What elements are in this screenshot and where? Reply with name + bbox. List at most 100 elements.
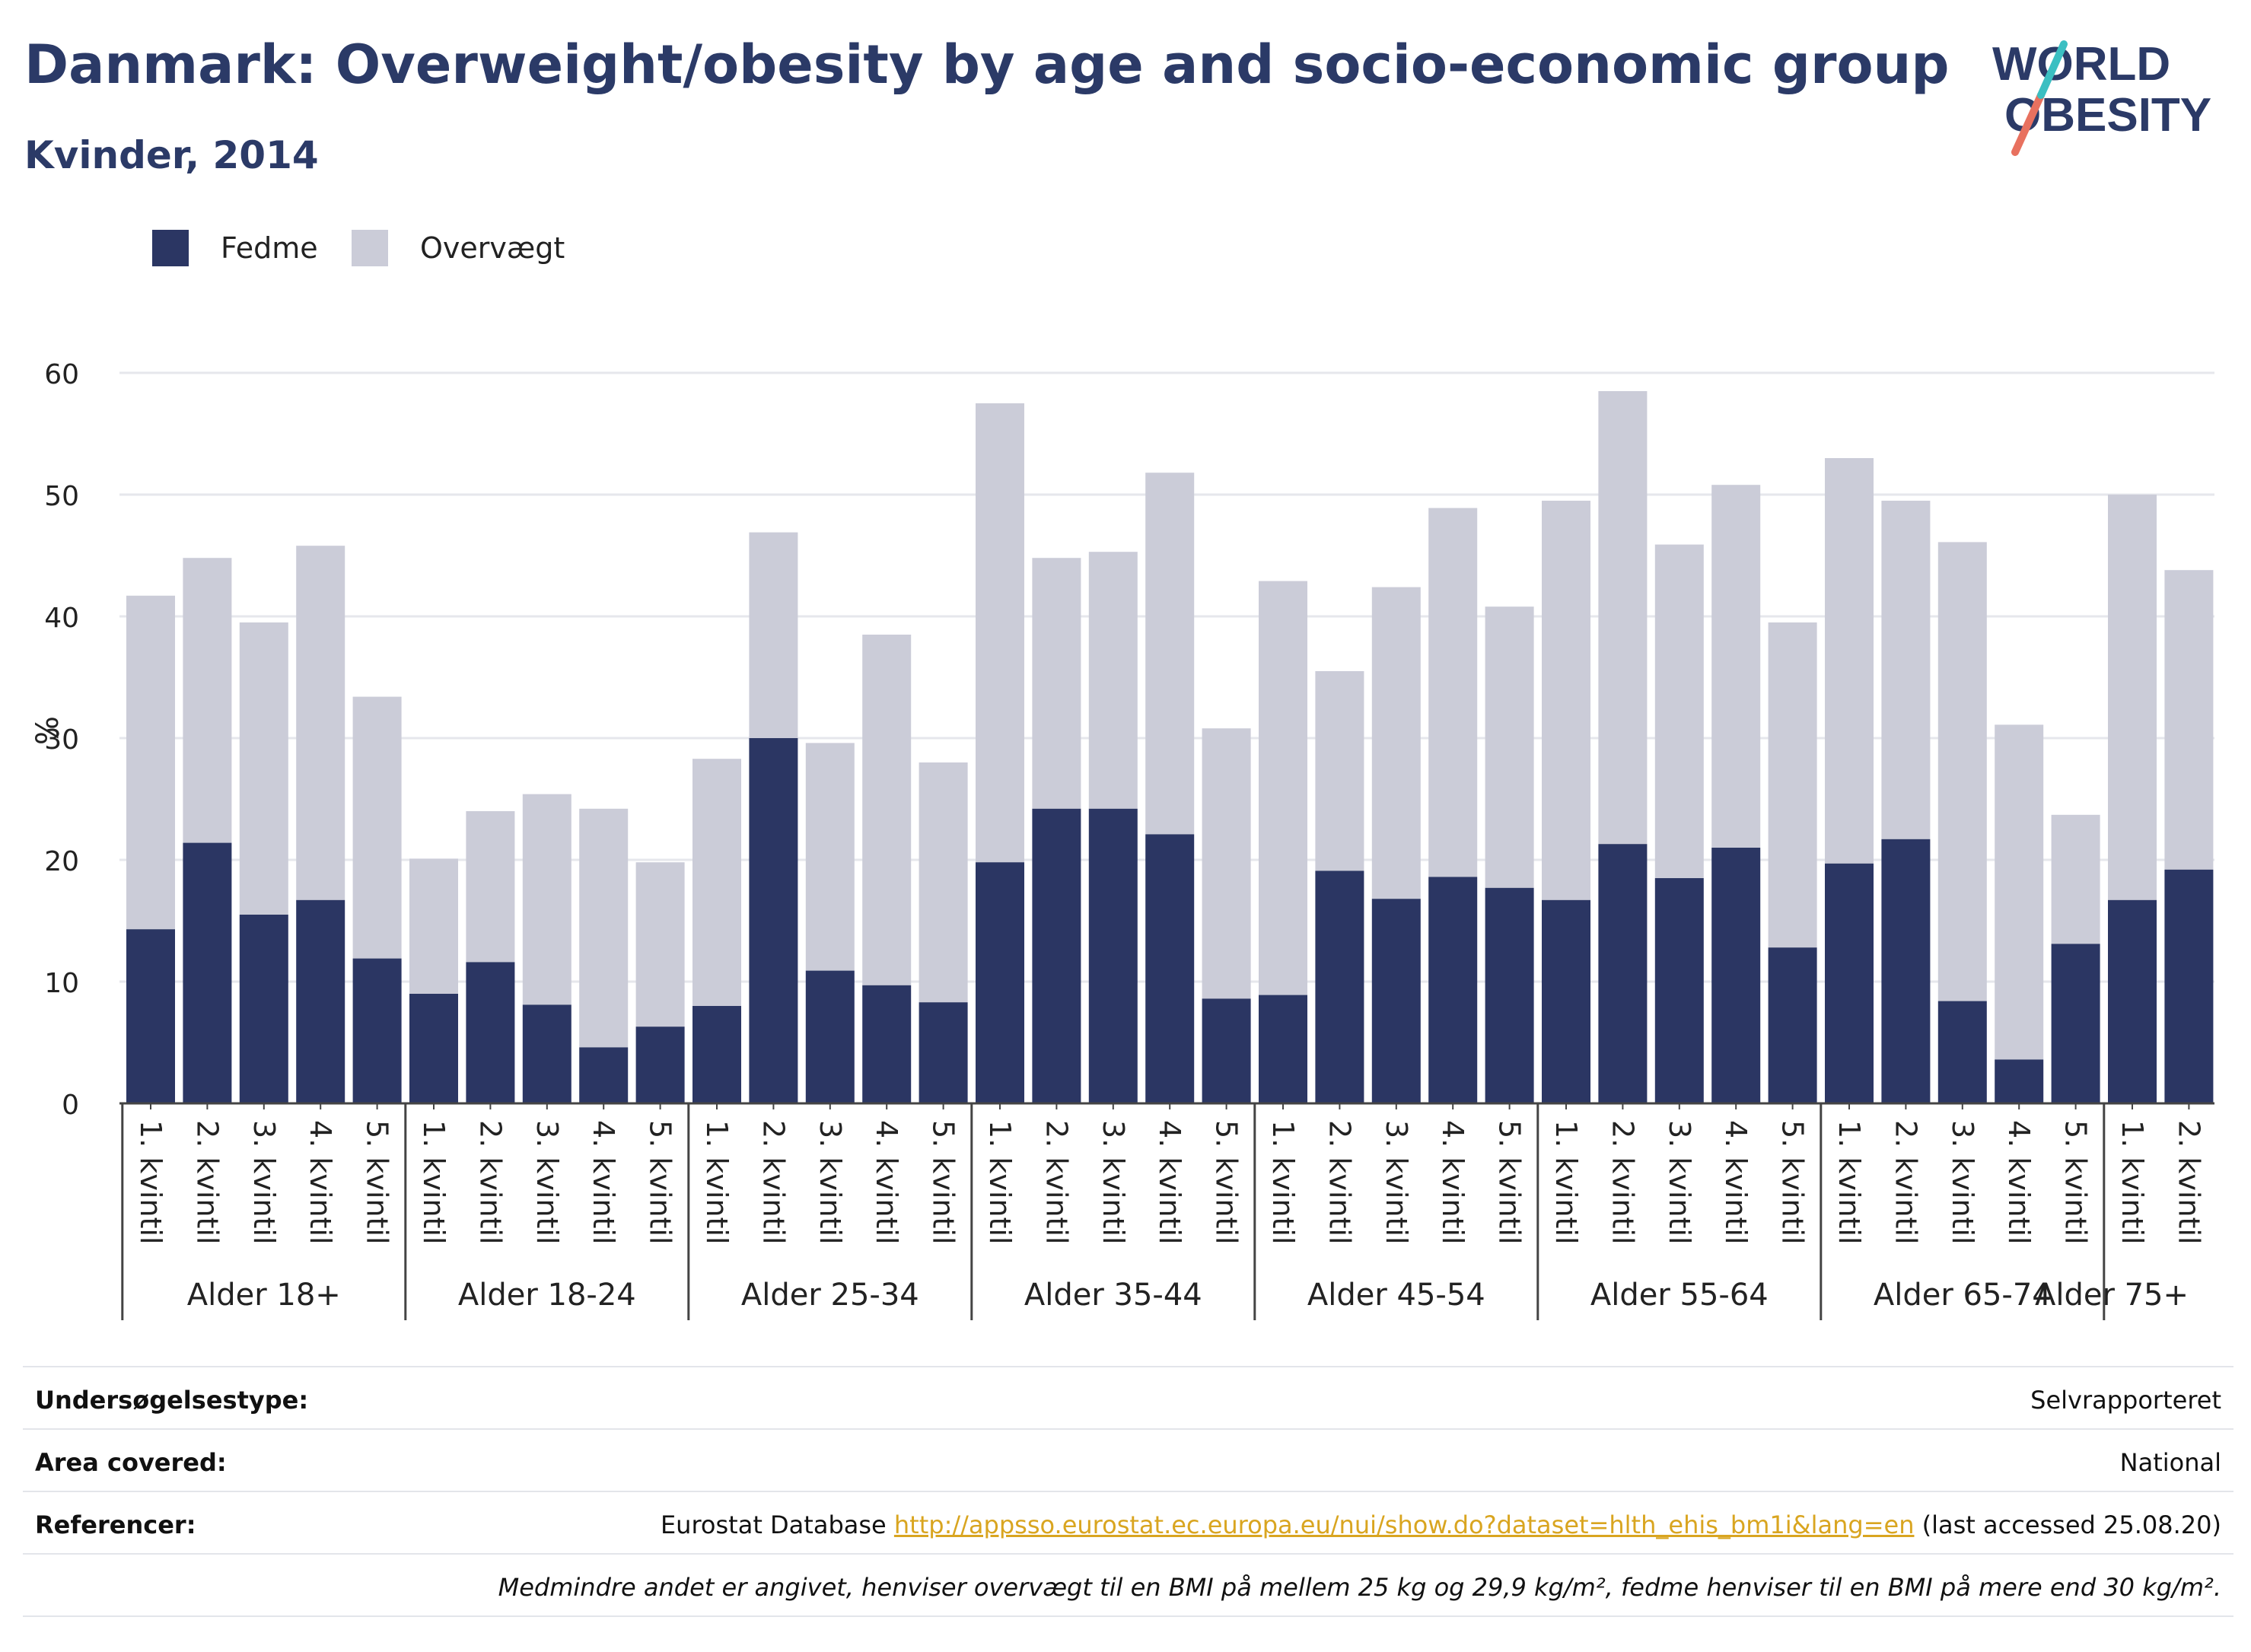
bar-overvaegt <box>1598 391 1648 845</box>
bar-fedme <box>1485 887 1534 1103</box>
y-tick-label: 60 <box>44 359 79 390</box>
bar-fedme <box>1825 863 1874 1103</box>
world-obesity-logo: WORLD OBESITY <box>1992 38 2211 156</box>
logo-slash-teal <box>2037 40 2068 99</box>
x-tick-label: 5. kvintil <box>1776 1120 1810 1245</box>
bar-fedme <box>1598 844 1648 1103</box>
x-tick-label: 2. kvintil <box>2172 1120 2205 1245</box>
group-label: Alder 75+ <box>2035 1278 2189 1313</box>
bar-overvaegt <box>1145 473 1195 835</box>
page-title: Danmark: Overweight/obesity by age and s… <box>24 33 1950 96</box>
bar-fedme <box>1542 899 1590 1103</box>
group-label: Alder 45-54 <box>1307 1278 1485 1313</box>
group-label: Alder 18-24 <box>458 1278 636 1313</box>
bar-fedme <box>1995 1059 2044 1103</box>
bar-fedme <box>352 958 402 1103</box>
legend-swatch <box>352 230 388 266</box>
bar-overvaegt <box>239 622 288 915</box>
bar-fedme <box>2164 869 2214 1103</box>
group-label: Alder 55-64 <box>1590 1278 1769 1313</box>
bar-overvaegt <box>1542 501 1590 900</box>
x-tick-label: 1. kvintil <box>1832 1120 1866 1245</box>
group-label: Alder 25-34 <box>741 1278 919 1313</box>
bar-fedme <box>466 962 515 1103</box>
info-value: Selvrapporteret <box>2030 1386 2221 1415</box>
bar-fedme <box>1711 848 1761 1103</box>
x-tick-label: 5. kvintil <box>1210 1120 1243 1245</box>
bar-overvaegt <box>1768 622 1817 948</box>
bar-fedme <box>862 985 912 1103</box>
info-value: National <box>2119 1448 2221 1477</box>
bar-fedme <box>635 1027 685 1103</box>
legend-label: Fedme <box>221 231 318 265</box>
legend-label: Overvægt <box>420 231 565 265</box>
info-key: Undersøgelsestype: <box>35 1386 309 1415</box>
y-axis-label: % <box>30 716 65 745</box>
bar-overvaegt <box>1485 606 1534 888</box>
y-tick-label: 0 <box>62 1090 79 1121</box>
info-row-area: Area covered: National <box>23 1428 2233 1491</box>
bar-overvaegt <box>126 595 175 930</box>
info-row-references: Referencer: Eurostat Database http://app… <box>23 1491 2233 1553</box>
x-tick-label: 2. kvintil <box>1323 1120 1356 1245</box>
y-tick-label: 40 <box>44 603 79 634</box>
bar-overvaegt <box>1711 485 1761 848</box>
reference-accessed: (last accessed 25.08.20) <box>1921 1510 2221 1539</box>
group-label: Alder 65-74 <box>1874 1278 2052 1313</box>
reference-source: Eurostat Database <box>660 1510 887 1539</box>
logo-text-line1: WORLD <box>1992 38 2170 91</box>
info-bottom-border <box>23 1615 2233 1617</box>
bar-overvaegt <box>2051 814 2100 944</box>
x-tick-label: 5. kvintil <box>644 1120 677 1245</box>
x-tick-label: 4. kvintil <box>2002 1120 2036 1245</box>
info-key: Referencer: <box>35 1510 196 1539</box>
y-tick-label: 20 <box>44 846 79 877</box>
x-tick-label: 1. kvintil <box>1549 1120 1583 1245</box>
bar-overvaegt <box>1995 724 2044 1060</box>
bar-fedme <box>1202 998 1251 1103</box>
y-tick-label: 30 <box>44 724 79 756</box>
x-tick-label: 4. kvintil <box>304 1120 337 1245</box>
bar-fedme <box>1032 808 1081 1103</box>
bar-overvaegt <box>749 532 798 738</box>
bar-overvaegt <box>1654 544 1704 878</box>
x-tick-label: 3. kvintil <box>1946 1120 1979 1245</box>
bar-fedme <box>2108 899 2157 1103</box>
x-tick-label: 4. kvintil <box>1153 1120 1186 1245</box>
bar-overvaegt <box>296 546 345 900</box>
x-tick-label: 5. kvintil <box>361 1120 394 1245</box>
bar-overvaegt <box>862 635 912 985</box>
bar-fedme <box>1259 995 1307 1103</box>
bar-fedme <box>1654 878 1704 1103</box>
bar-overvaegt <box>522 794 572 1005</box>
info-row-note: Medmindre andet er angivet, henviser ove… <box>23 1553 2233 1615</box>
definition-note: Medmindre andet er angivet, henviser ove… <box>498 1573 2221 1602</box>
x-tick-label: 3. kvintil <box>1097 1120 1130 1245</box>
bar-overvaegt <box>1825 458 1874 864</box>
bar-overvaegt <box>352 696 402 959</box>
bar-fedme <box>1428 877 1478 1103</box>
y-tick-label: 50 <box>44 481 79 512</box>
x-tick-label: 1. kvintil <box>134 1120 167 1245</box>
x-tick-label: 4. kvintil <box>870 1120 903 1245</box>
x-tick-label: 2. kvintil <box>1606 1120 1639 1245</box>
bar-fedme <box>919 1002 968 1103</box>
bar-fedme <box>1088 808 1138 1103</box>
x-tick-label: 3. kvintil <box>813 1120 847 1245</box>
x-tick-label: 1. kvintil <box>983 1120 1017 1245</box>
bar-fedme <box>2051 944 2100 1103</box>
x-tick-label: 2. kvintil <box>756 1120 790 1245</box>
bar-overvaegt <box>2108 495 2157 900</box>
bar-overvaegt <box>1371 587 1421 899</box>
bar-fedme <box>749 738 798 1103</box>
bar-overvaegt <box>919 762 968 1003</box>
bar-fedme <box>409 994 458 1103</box>
x-tick-label: 3. kvintil <box>247 1120 281 1245</box>
reference-link[interactable]: http://appsso.eurostat.ec.europa.eu/nui/… <box>893 1510 1915 1539</box>
bar-fedme <box>692 1006 741 1103</box>
x-tick-label: 2. kvintil <box>190 1120 224 1245</box>
info-table: Undersøgelsestype: Selvrapporteret Area … <box>23 1366 2233 1617</box>
bar-fedme <box>1881 839 1931 1103</box>
x-tick-label: 3. kvintil <box>1663 1120 1696 1245</box>
info-row-survey-type: Undersøgelsestype: Selvrapporteret <box>23 1366 2233 1428</box>
